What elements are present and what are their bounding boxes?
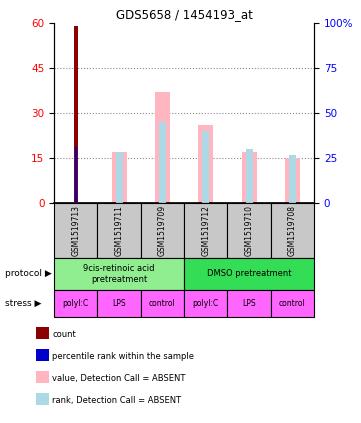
- Text: control: control: [279, 299, 306, 308]
- Bar: [116, 152, 122, 203]
- Text: value, Detection Call = ABSENT: value, Detection Call = ABSENT: [52, 374, 186, 383]
- Bar: [227, 290, 271, 317]
- Bar: [74, 26, 78, 203]
- Text: LPS: LPS: [112, 299, 126, 308]
- Bar: [203, 131, 209, 203]
- Text: 9cis-retinoic acid
pretreatment: 9cis-retinoic acid pretreatment: [83, 264, 155, 283]
- Text: LPS: LPS: [242, 299, 256, 308]
- Bar: [112, 152, 127, 203]
- Text: polyI:C: polyI:C: [63, 299, 89, 308]
- Bar: [198, 125, 213, 203]
- Text: GSM1519711: GSM1519711: [115, 205, 123, 256]
- Bar: [289, 155, 296, 203]
- Bar: [242, 152, 257, 203]
- Bar: [141, 290, 184, 317]
- Bar: [271, 203, 314, 258]
- Text: protocol ▶: protocol ▶: [5, 269, 52, 278]
- Bar: [141, 203, 184, 258]
- Text: GSM1519709: GSM1519709: [158, 205, 167, 256]
- Text: GSM1519712: GSM1519712: [201, 205, 210, 256]
- Text: count: count: [52, 330, 76, 339]
- Bar: [184, 290, 227, 317]
- Bar: [184, 203, 227, 258]
- Text: GSM1519708: GSM1519708: [288, 205, 297, 256]
- Bar: [227, 203, 271, 258]
- Bar: [54, 290, 97, 317]
- Text: control: control: [149, 299, 176, 308]
- Text: rank, Detection Call = ABSENT: rank, Detection Call = ABSENT: [52, 396, 182, 405]
- Text: GSM1519710: GSM1519710: [245, 205, 253, 256]
- Text: GSM1519713: GSM1519713: [71, 205, 80, 256]
- Text: stress ▶: stress ▶: [5, 299, 42, 308]
- Bar: [184, 258, 314, 290]
- Bar: [155, 92, 170, 203]
- Bar: [54, 203, 97, 258]
- Text: percentile rank within the sample: percentile rank within the sample: [52, 352, 194, 361]
- Bar: [271, 290, 314, 317]
- Bar: [75, 147, 77, 203]
- Text: DMSO pretreatment: DMSO pretreatment: [207, 269, 291, 278]
- Bar: [54, 258, 184, 290]
- Bar: [97, 203, 141, 258]
- Title: GDS5658 / 1454193_at: GDS5658 / 1454193_at: [116, 8, 253, 21]
- Text: polyI:C: polyI:C: [193, 299, 219, 308]
- Bar: [285, 158, 300, 203]
- Bar: [246, 149, 252, 203]
- Bar: [159, 122, 166, 203]
- Bar: [97, 290, 141, 317]
